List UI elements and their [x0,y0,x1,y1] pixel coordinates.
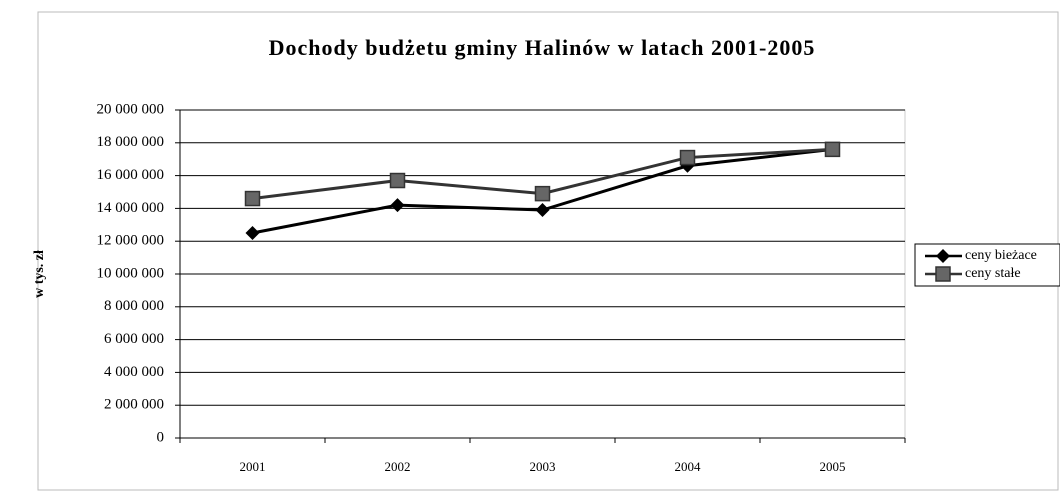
y-tick-label: 18 000 000 [97,134,165,150]
y-tick-label: 2 000 000 [104,397,164,413]
legend-label: ceny stałe [965,266,1021,281]
square-marker [824,141,841,158]
y-tick-label: 12 000 000 [97,233,165,249]
y-tick-label: 8 000 000 [104,298,164,314]
y-tick-label: 16 000 000 [97,167,165,183]
diamond-marker [936,249,950,263]
chart-title: Dochody budżetu gminy Halinów w latach 2… [269,35,816,60]
y-tick-label: 14 000 000 [97,200,165,216]
y-tick-label: 0 [157,429,165,445]
square-marker [935,266,951,282]
x-tick-label: 2002 [385,459,411,474]
diamond-marker [390,198,405,213]
square-marker [679,149,696,166]
y-tick-label: 4 000 000 [104,364,164,380]
diamond-marker [245,226,260,240]
x-tick-label: 2003 [530,459,556,474]
x-tick-label: 2004 [675,459,702,474]
y-tick-label: 20 000 000 [97,101,165,117]
square-marker [389,172,406,189]
x-tick-label: 2005 [820,459,846,474]
legend-label: ceny bieżace [965,248,1037,263]
diamond-marker [535,203,550,218]
x-tick-label: 2001 [240,459,266,474]
y-axis-label: w tys. zł [32,250,47,298]
y-tick-label: 10 000 000 [97,265,165,281]
square-marker [244,190,261,207]
square-marker [534,185,551,202]
y-tick-label: 6 000 000 [104,331,164,347]
